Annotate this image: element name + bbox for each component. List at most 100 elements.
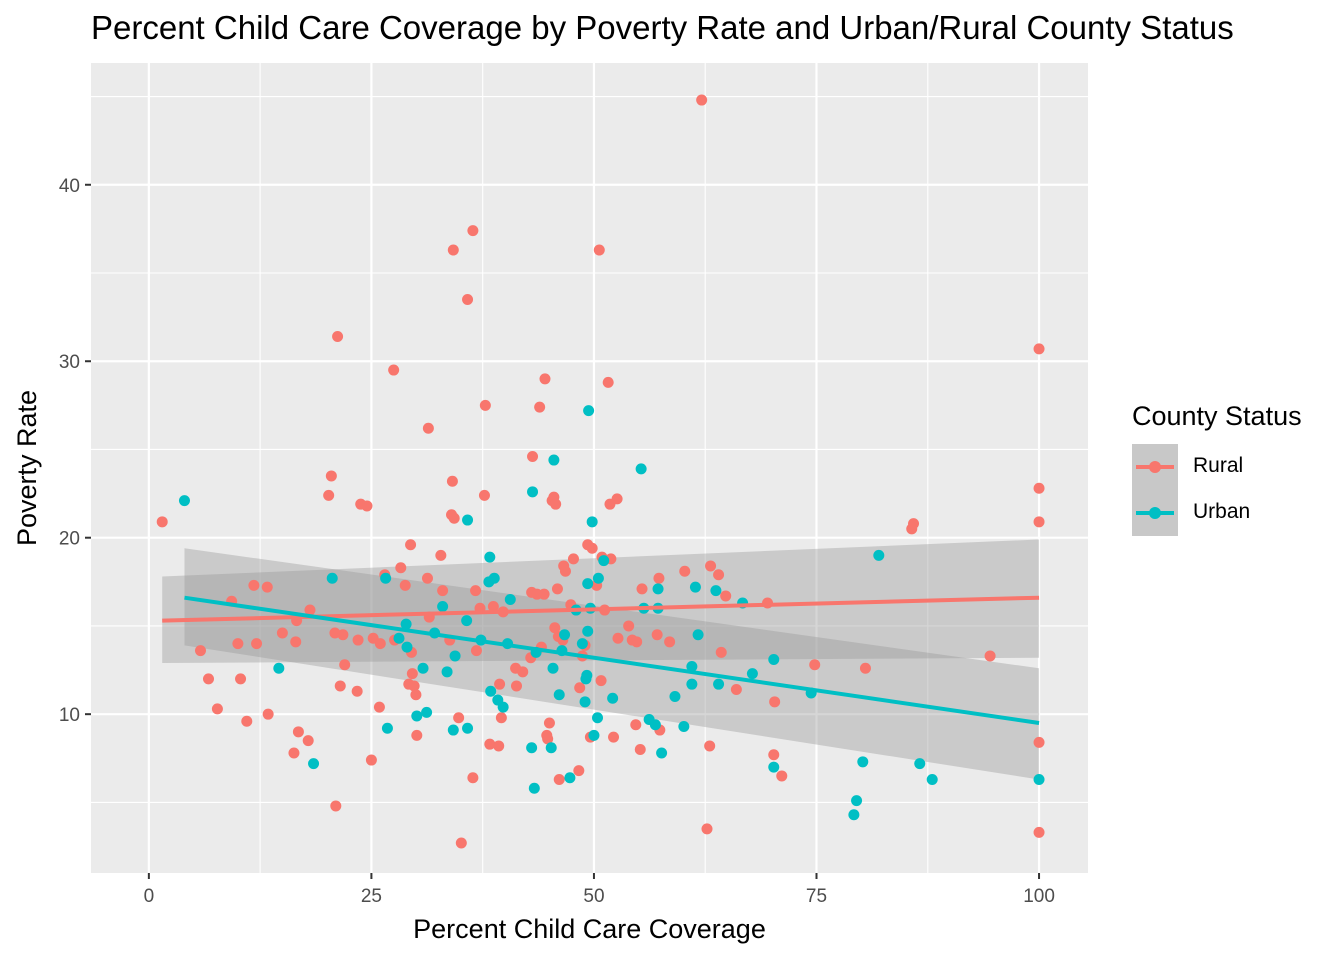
point-rural xyxy=(479,399,491,411)
point-rural xyxy=(435,549,447,561)
y-tick-label: 20 xyxy=(59,529,80,550)
point-rural xyxy=(705,560,717,572)
point-urban xyxy=(848,809,860,821)
major-gridlines xyxy=(91,63,1088,873)
point-rural xyxy=(704,740,716,752)
point-rural xyxy=(1033,826,1045,838)
point-rural xyxy=(235,673,247,685)
legend-item-urban: Urban xyxy=(1132,490,1302,536)
point-rural xyxy=(411,729,423,741)
point-rural xyxy=(410,689,422,701)
point-urban xyxy=(926,773,938,785)
legend-entries: Rural Urban xyxy=(1132,444,1302,536)
regression-lines xyxy=(162,595,1040,725)
point-urban xyxy=(598,555,610,567)
point-rural xyxy=(543,717,555,729)
point-rural xyxy=(351,685,363,697)
point-rural xyxy=(453,712,465,724)
point-rural xyxy=(261,581,273,593)
x-axis: 0 25 50 75 100 xyxy=(144,873,1055,907)
point-rural xyxy=(713,569,725,581)
data-points xyxy=(156,94,1045,849)
point-rural xyxy=(302,735,314,747)
y-tick-label: 40 xyxy=(59,176,80,197)
point-rural xyxy=(232,638,244,650)
confidence-band-urban xyxy=(184,548,1040,780)
point-urban xyxy=(576,638,588,650)
point-urban xyxy=(678,721,690,733)
point-rural xyxy=(769,696,781,708)
point-urban xyxy=(441,666,453,678)
point-rural xyxy=(373,701,385,713)
point-urban xyxy=(545,742,557,754)
point-urban xyxy=(449,650,461,662)
point-rural xyxy=(567,553,579,565)
point-urban xyxy=(588,729,600,741)
point-urban xyxy=(851,795,863,807)
point-urban xyxy=(692,629,704,641)
point-urban xyxy=(768,761,780,773)
point-rural xyxy=(304,604,316,616)
point-urban xyxy=(652,583,664,595)
point-urban xyxy=(548,454,560,466)
point-rural xyxy=(292,726,304,738)
point-urban xyxy=(635,463,647,475)
point-urban xyxy=(592,712,604,724)
point-urban xyxy=(746,668,758,680)
point-urban xyxy=(581,669,593,681)
point-rural xyxy=(611,493,623,505)
point-rural xyxy=(447,244,459,256)
legend-label: Rural xyxy=(1193,454,1244,477)
point-rural xyxy=(487,601,499,613)
point-rural xyxy=(405,539,417,551)
point-rural xyxy=(559,565,571,577)
point-rural xyxy=(720,590,732,602)
point-rural xyxy=(553,773,565,785)
legend-item-rural: Rural xyxy=(1132,444,1302,490)
point-urban xyxy=(564,772,576,784)
point-rural xyxy=(251,638,263,650)
point-rural xyxy=(262,708,274,720)
point-rural xyxy=(539,373,551,385)
point-rural xyxy=(290,636,302,648)
point-rural xyxy=(664,636,676,648)
x-tick-label: 50 xyxy=(583,886,604,907)
point-rural xyxy=(542,733,554,745)
point-rural xyxy=(527,451,539,463)
point-rural xyxy=(549,622,561,634)
point-rural xyxy=(494,678,506,690)
point-rural xyxy=(623,620,635,632)
point-urban xyxy=(686,678,698,690)
point-rural xyxy=(395,562,407,574)
point-urban xyxy=(393,632,405,644)
point-urban xyxy=(553,689,565,701)
point-rural xyxy=(1033,482,1045,494)
point-urban xyxy=(528,782,540,794)
point-rural xyxy=(194,645,206,657)
point-urban xyxy=(559,629,571,641)
point-urban xyxy=(582,625,594,637)
point-urban xyxy=(583,405,595,417)
point-rural xyxy=(455,837,467,849)
point-rural xyxy=(361,500,373,512)
point-rural xyxy=(399,579,411,591)
point-rural xyxy=(730,683,742,695)
x-tick-label: 0 xyxy=(144,886,155,907)
point-rural xyxy=(593,244,605,256)
legend-dot xyxy=(1149,461,1161,473)
minor-gridlines xyxy=(91,63,1088,873)
point-rural xyxy=(550,498,562,510)
point-urban xyxy=(484,551,496,563)
point-rural xyxy=(551,583,563,595)
x-tick-label: 25 xyxy=(361,886,382,907)
point-rural xyxy=(484,738,496,750)
point-urban xyxy=(592,572,604,584)
point-rural xyxy=(352,634,364,646)
legend-key xyxy=(1132,444,1178,490)
point-rural xyxy=(701,823,713,835)
point-urban xyxy=(527,486,539,498)
point-rural xyxy=(467,225,479,237)
point-rural xyxy=(467,772,479,784)
point-rural xyxy=(634,743,646,755)
point-urban xyxy=(656,747,668,759)
